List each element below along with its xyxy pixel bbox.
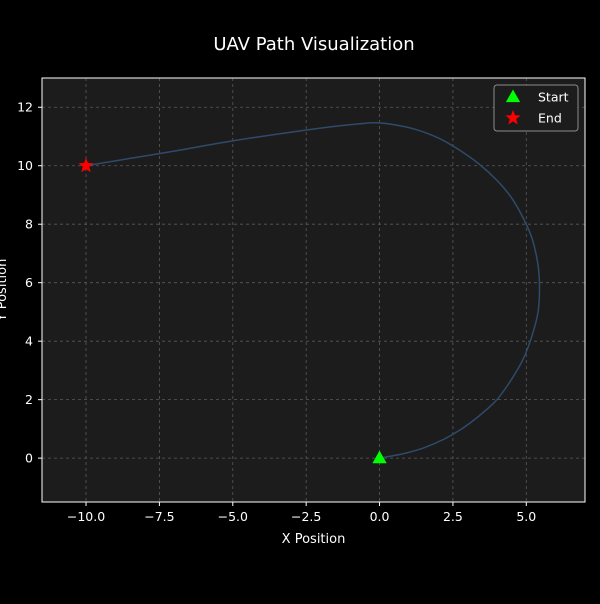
y-tick-label: 12 bbox=[17, 100, 33, 115]
y-tick-label: 4 bbox=[25, 334, 33, 349]
series-layer bbox=[85, 121, 541, 459]
plot-frame bbox=[41, 77, 586, 503]
legend-label-start: Start bbox=[538, 90, 569, 105]
x-tick-label: −10.0 bbox=[67, 509, 105, 524]
x-tick-label: −7.5 bbox=[144, 509, 174, 524]
end-marker bbox=[78, 157, 94, 173]
legend: Start End bbox=[493, 84, 579, 132]
uav-path-line bbox=[85, 121, 541, 459]
legend-start-marker bbox=[505, 89, 521, 103]
y-tick-label: 8 bbox=[25, 217, 33, 232]
y-tick-label: 6 bbox=[25, 275, 33, 290]
x-tick-label: −2.5 bbox=[291, 509, 321, 524]
chart-title: UAV Path Visualization bbox=[213, 34, 414, 55]
marker-layer bbox=[78, 157, 387, 464]
y-axis-label: Y Position bbox=[0, 259, 10, 323]
x-axis-ticks: −10.0 −7.5 −5.0 −2.5 0.0 2.5 5.0 bbox=[67, 502, 536, 524]
legend-label-end: End bbox=[538, 111, 562, 126]
y-tick-label: 10 bbox=[17, 158, 33, 173]
y-tick-label: 2 bbox=[25, 392, 33, 407]
y-axis-ticks: 0 2 4 6 8 10 12 bbox=[17, 100, 42, 466]
x-tick-label: 2.5 bbox=[443, 509, 463, 524]
legend-end-marker bbox=[505, 110, 521, 125]
grid-lines bbox=[42, 78, 585, 502]
plot-area bbox=[42, 78, 585, 502]
start-marker bbox=[372, 450, 387, 464]
y-tick-label: 0 bbox=[25, 451, 33, 466]
x-tick-label: 5.0 bbox=[516, 509, 536, 524]
x-axis-label: X Position bbox=[282, 532, 346, 547]
x-tick-label: 0.0 bbox=[370, 509, 390, 524]
x-tick-label: −5.0 bbox=[218, 509, 248, 524]
